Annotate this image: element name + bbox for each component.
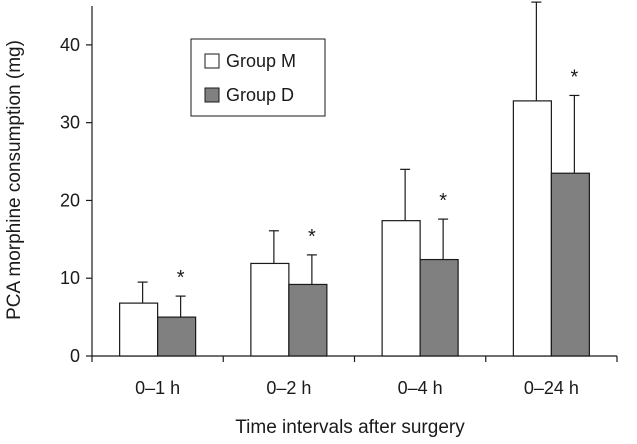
significance-asterisk: * bbox=[308, 226, 316, 248]
legend-swatch-group-m bbox=[204, 53, 220, 69]
legend-label-group-m: Group M bbox=[226, 51, 296, 71]
significance-marks: * * * * bbox=[177, 66, 579, 289]
y-tick-label: 10 bbox=[60, 268, 80, 288]
bar-groups bbox=[119, 100, 590, 357]
y-tick-label: 20 bbox=[60, 190, 80, 210]
error-bars bbox=[137, 1, 580, 318]
bar-group-d bbox=[550, 172, 590, 357]
legend-label-group-d: Group D bbox=[226, 85, 294, 105]
legend-swatch-group-d bbox=[204, 87, 220, 103]
legend: Group M Group D bbox=[190, 38, 326, 117]
x-tick-label: 0–1 h bbox=[135, 378, 180, 398]
y-tick-label: 30 bbox=[60, 113, 80, 133]
significance-asterisk: * bbox=[177, 267, 185, 289]
bar-group-d bbox=[419, 258, 459, 357]
bar-group-m bbox=[119, 302, 159, 357]
bar-group-d bbox=[157, 316, 197, 357]
significance-asterisk: * bbox=[570, 66, 578, 88]
x-axis-label: Time intervals after surgery bbox=[235, 417, 465, 438]
y-axis: 0 10 20 30 40 bbox=[60, 6, 93, 366]
significance-asterisk: * bbox=[439, 190, 447, 212]
y-tick-label: 0 bbox=[70, 346, 80, 366]
bar-group-m bbox=[250, 262, 290, 357]
x-tick-label: 0–24 h bbox=[524, 378, 579, 398]
x-axis: 0–1 h 0–2 h 0–4 h 0–24 h bbox=[91, 355, 618, 398]
x-tick-label: 0–4 h bbox=[398, 378, 443, 398]
bar-group-m bbox=[381, 220, 421, 357]
bar-group-d bbox=[288, 283, 328, 357]
x-tick-label: 0–2 h bbox=[266, 378, 311, 398]
legend-box bbox=[190, 38, 326, 117]
bar-group-m bbox=[512, 100, 552, 357]
y-tick-label: 40 bbox=[60, 35, 80, 55]
y-axis-label: PCA morphine consumption (mg) bbox=[4, 40, 25, 320]
